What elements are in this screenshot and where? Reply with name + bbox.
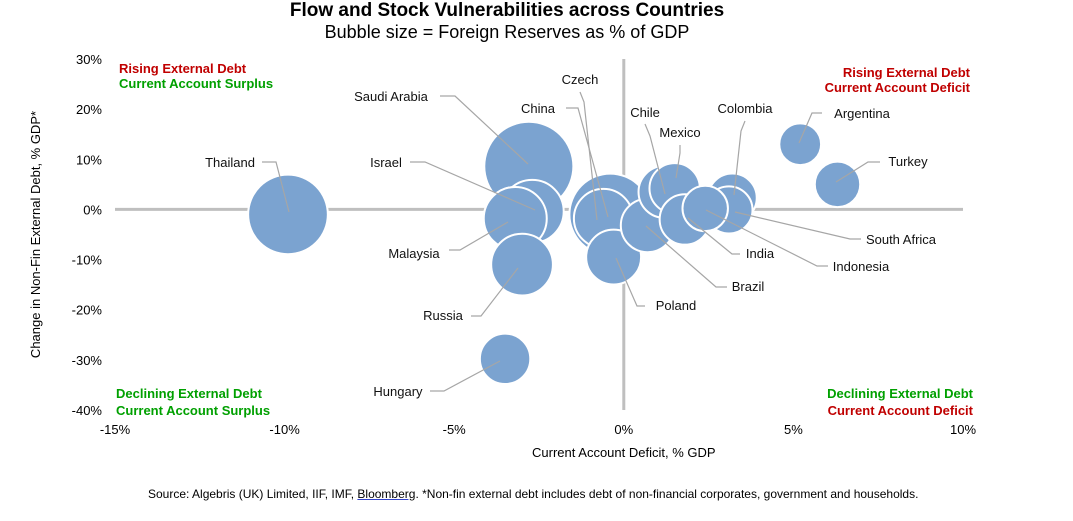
leader-line [687,217,740,255]
y-axis-title: Change in Non-Fin External Debt, % GDP* [28,111,43,358]
bubble-hungary [478,332,532,386]
country-label-malaysia: Malaysia [388,246,440,261]
bubble-thailand [247,173,329,256]
country-label-czech: Czech [562,72,599,87]
bubble-argentina [778,122,823,167]
quadrant-top-right-line1: Rising External Debt [843,65,971,80]
country-label-hungary: Hungary [373,384,423,399]
country-label-turkey: Turkey [888,154,928,169]
x-tick-label: 5% [784,422,803,437]
y-tick-label: -40% [72,403,103,418]
country-label-russia: Russia [423,308,464,323]
x-tick-label: -10% [269,422,300,437]
country-label-india: India [746,246,775,261]
leader-line [644,123,666,195]
source-prefix: Source: Algebris (UK) Limited, IIF, IMF, [148,487,358,501]
leader-line [615,257,645,307]
country-label-thailand: Thailand [205,155,255,170]
leader-line [262,161,290,213]
leader-line [645,225,727,288]
bubble-indonesia [681,184,729,233]
leader-line [579,91,598,221]
leader-line [733,120,746,196]
source-link[interactable]: Bloomberg [357,487,416,501]
x-tick-label: -15% [100,422,131,437]
bubble-turkey [813,160,862,209]
x-tick-label: 10% [950,422,976,437]
quadrant-bottom-left-line1: Declining External Debt [116,386,263,401]
country-label-poland: Poland [656,298,696,313]
quadrant-top-left-line1: Rising External Debt [119,61,247,76]
y-tick-label: 20% [76,102,102,117]
quadrant-bottom-right-line1: Declining External Debt [827,386,974,401]
country-label-china: China [521,101,556,116]
leader-line [798,112,822,144]
x-tick-label: -5% [443,422,467,437]
country-label-argentina: Argentina [834,106,890,121]
country-label-mexico: Mexico [659,125,700,140]
country-label-brazil: Brazil [732,279,765,294]
y-tick-label: 10% [76,152,102,167]
source-note: Source: Algebris (UK) Limited, IIF, IMF,… [148,487,918,501]
leader-line [734,211,861,240]
quadrant-top-left-line2: Current Account Surplus [119,76,273,91]
y-tick-label: -10% [72,253,103,268]
chart-title: Flow and Stock Vulnerabilities across Co… [289,0,725,21]
y-tick-label: -30% [72,353,103,368]
x-tick-label: 0% [614,422,633,437]
x-axis-title: Current Account Deficit, % GDP [532,445,716,460]
leader-line [705,209,828,267]
leader-line [410,161,536,211]
leader-line [449,221,509,251]
leader-line [440,95,529,165]
y-tick-label: -20% [72,303,103,318]
bubble-russia [490,232,554,297]
y-tick-label: 30% [76,52,102,67]
country-label-indonesia: Indonesia [833,259,890,274]
country-label-saudi-arabia: Saudi Arabia [354,89,428,104]
leader-line [835,161,880,183]
y-tick-label: 0% [83,202,102,217]
country-label-chile: Chile [630,105,660,120]
quadrant-bottom-left-line2: Current Account Surplus [116,403,270,418]
leader-line [675,145,681,179]
leader-line [471,267,519,317]
country-label-israel: Israel [370,155,402,170]
source-suffix: . *Non-fin external debt includes debt o… [415,487,919,501]
quadrant-bottom-right-line2: Current Account Deficit [828,403,974,418]
quadrant-top-right-line2: Current Account Deficit [825,80,971,95]
country-label-colombia: Colombia [718,101,774,116]
chart-subtitle: Bubble size = Foreign Reserves as % of G… [324,22,690,42]
leader-line [566,107,609,218]
country-label-south-africa: South Africa [866,232,937,247]
leader-line [430,360,501,392]
